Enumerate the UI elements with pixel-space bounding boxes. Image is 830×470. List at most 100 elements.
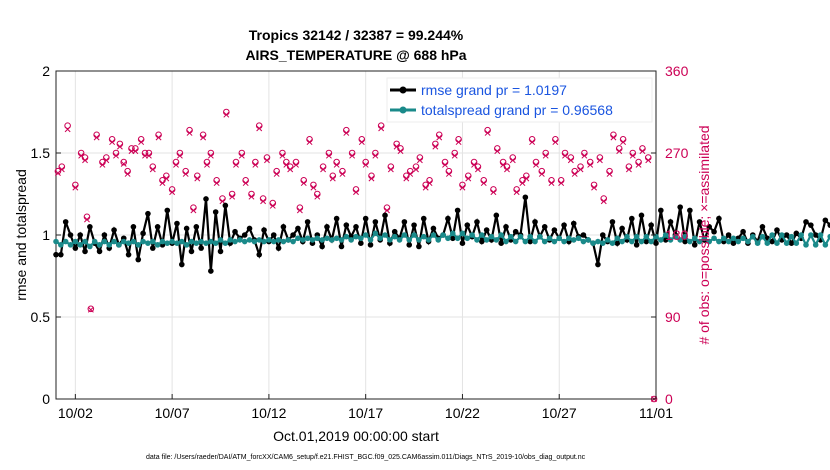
- obs-possible-marker: [480, 177, 488, 184]
- obs-possible-marker: [149, 163, 157, 170]
- legend-box: [386, 77, 653, 123]
- right-tick-label: 270: [665, 145, 689, 161]
- obs-assimilated-marker: [242, 180, 249, 187]
- obs-possible-marker: [313, 190, 321, 198]
- totalspread-point: [217, 237, 224, 243]
- totalspread-point: [595, 238, 601, 245]
- obs-assimilated-marker: [445, 171, 452, 177]
- rmse-point: [82, 248, 88, 255]
- obs-assimilated-marker: [333, 161, 340, 168]
- obs-possible-marker: [639, 145, 646, 152]
- totalspread-point: [295, 235, 301, 242]
- obs-assimilated-marker: [269, 202, 276, 209]
- obs-possible-marker: [493, 145, 501, 152]
- rmse-point: [696, 219, 703, 225]
- obs-possible-marker: [232, 158, 240, 166]
- obs-assimilated-marker: [287, 166, 294, 173]
- totalspread-point: [125, 240, 132, 246]
- obs-assimilated-marker: [552, 139, 559, 146]
- totalspread-point: [367, 237, 374, 243]
- obs-assimilated-marker: [635, 161, 642, 168]
- obs-assimilated-marker: [116, 143, 123, 150]
- obs-assimilated-marker: [124, 171, 131, 177]
- rmse-point: [198, 245, 204, 251]
- obs-possible-marker: [387, 163, 395, 170]
- obs-possible-marker: [352, 186, 360, 193]
- rmse-point: [479, 238, 485, 245]
- obs-assimilated-marker: [378, 125, 385, 132]
- x-tick-label: 10/02: [58, 405, 93, 421]
- totalspread-point: [183, 242, 190, 248]
- rmse-point: [319, 243, 325, 250]
- totalspread-point: [464, 235, 471, 242]
- totalspread-point: [454, 235, 461, 242]
- totalspread-point: [599, 240, 606, 246]
- obs-possible-marker: [64, 122, 71, 129]
- rmse-point: [353, 224, 359, 230]
- obs-assimilated-marker: [645, 157, 652, 164]
- legend: rmse grand pr = 1.0197 totalspread grand…: [386, 77, 653, 123]
- totalspread-point: [532, 238, 538, 245]
- rmse-point: [687, 207, 693, 214]
- totalspread-point: [706, 238, 713, 245]
- left-tick-label: 1: [42, 227, 50, 243]
- obs-possible-marker: [137, 136, 145, 143]
- totalspread-point: [769, 232, 775, 238]
- totalspread-point: [256, 237, 263, 243]
- totalspread-point: [638, 238, 645, 245]
- totalspread-point: [604, 237, 611, 243]
- obs-assimilated-marker: [465, 175, 472, 182]
- totalspread-point: [512, 238, 519, 245]
- obs-possible-marker: [590, 181, 598, 189]
- obs-possible-marker: [358, 136, 366, 143]
- rmse-point: [459, 240, 466, 246]
- obs-possible-marker: [296, 204, 304, 211]
- obs-possible-marker: [333, 158, 340, 166]
- obs-assimilated-marker: [533, 161, 539, 168]
- rmse-point: [256, 251, 263, 258]
- obs-possible-marker: [416, 154, 424, 161]
- obs-assimilated-marker: [190, 207, 197, 214]
- totalspread-point: [648, 238, 654, 245]
- totalspread-point: [696, 238, 703, 245]
- obs-possible-marker: [441, 158, 449, 166]
- totalspread-point: [285, 237, 292, 243]
- obs-assimilated-marker: [310, 184, 317, 191]
- totalspread-point: [783, 240, 790, 246]
- totalspread-point: [759, 233, 766, 240]
- rmse-point: [367, 242, 374, 248]
- totalspread-point: [503, 238, 509, 245]
- obs-possible-marker: [182, 167, 189, 175]
- obs-possible-marker: [567, 154, 575, 161]
- obs-possible-marker: [464, 172, 472, 180]
- rmse-point: [295, 225, 301, 232]
- totalspread-point: [193, 240, 200, 246]
- rmse-point: [803, 219, 809, 225]
- totalspread-point: [430, 232, 437, 238]
- totalspread-point: [619, 238, 625, 245]
- x-tick-label: 11/01: [639, 405, 673, 421]
- rmse-point: [503, 224, 509, 230]
- obs-possible-marker: [155, 131, 162, 139]
- obs-possible-marker: [532, 158, 540, 166]
- totalspread-point: [740, 235, 746, 242]
- obs-possible-marker: [292, 158, 300, 166]
- obs-assimilated-marker: [145, 152, 152, 159]
- x-tick-label: 10/07: [155, 405, 190, 421]
- totalspread-point: [333, 235, 340, 242]
- totalspread-point: [508, 233, 514, 240]
- rmse-point: [445, 215, 451, 222]
- obs-possible-marker: [484, 126, 491, 134]
- rmse-point: [416, 243, 422, 250]
- totalspread-point: [624, 233, 630, 240]
- totalspread-point: [730, 235, 737, 242]
- obs-assimilated-marker: [82, 157, 88, 164]
- totalspread-point: [169, 238, 175, 245]
- rmse-point: [188, 248, 195, 255]
- totalspread-point: [691, 235, 698, 242]
- obs-possible-marker: [93, 131, 100, 139]
- obs-possible-marker: [455, 136, 462, 143]
- totalspread-point: [425, 237, 432, 243]
- rmse-point: [711, 228, 717, 235]
- obs-assimilated-marker: [455, 139, 462, 146]
